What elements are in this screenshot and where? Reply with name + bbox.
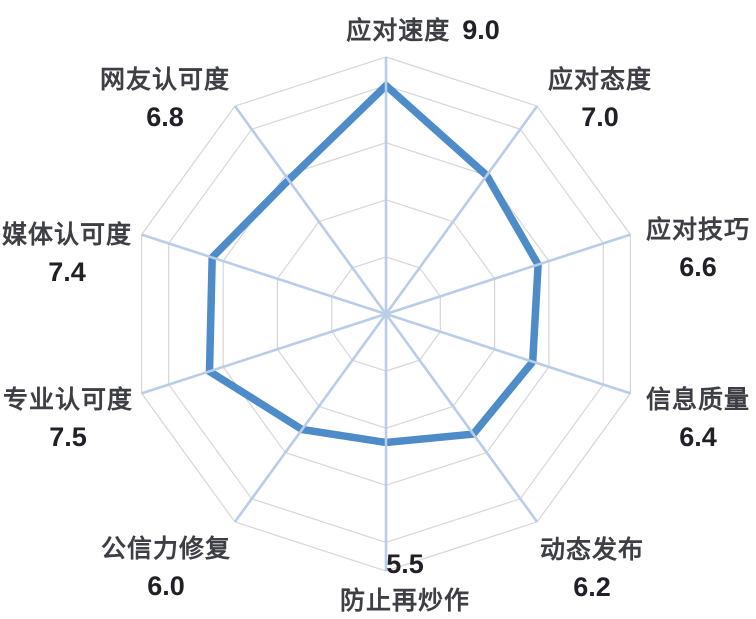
axis-label-9: 网友认可度 6.8 [100,64,230,132]
axis-value-label: 6.4 [679,422,717,452]
axis-value-label: 7.0 [581,102,619,132]
axis-category-label: 网友认可度 [99,66,231,94]
axis-label-1: 应对态度 7.0 [548,64,652,132]
axis-value-label: 7.5 [49,422,87,452]
axis-value-label: 5.5 [386,549,424,579]
axis-spoke [385,312,631,395]
axis-value-label: 9.0 [462,15,500,45]
axis-spoke [385,233,631,316]
axis-category-label: 信息质量 [645,386,751,414]
axis-label-2: 应对技巧 6.6 [646,214,750,282]
axis-category-label: 防止再炒作 [339,587,471,615]
axis-label-0: 应对速度 9.0 [346,14,500,47]
axis-spoke [384,313,539,523]
axis-category-label: 应对速度 [346,17,451,45]
axis-label-4: 动态发布 6.2 [540,534,644,602]
axis-spoke [141,312,387,395]
axis-category-label: 应对态度 [547,66,653,94]
axis-label-5: 5.5 防止再炒作 [340,549,470,617]
axis-label-8: 媒体认可度 7.4 [2,219,132,287]
axis-value-label: 6.6 [679,252,717,282]
axis-value-label: 6.8 [146,102,184,132]
axis-label-7: 专业认可度 7.5 [3,384,133,452]
axis-spoke [233,105,388,315]
axis-category-label: 公信力修复 [100,535,232,563]
axis-spoke [233,313,388,523]
axis-value-label: 6.0 [147,571,185,601]
axis-value-label: 7.4 [48,257,86,287]
axis-label-3: 信息质量 6.4 [646,384,750,452]
axis-value-label: 6.2 [573,572,611,602]
axis-category-label: 应对技巧 [645,216,751,244]
axis-category-label: 动态发布 [539,536,645,564]
axis-spoke [141,233,387,316]
axis-label-6: 公信力修复 6.0 [101,533,231,601]
axis-spoke [384,105,539,315]
axis-category-label: 专业认可度 [2,386,134,414]
axis-category-label: 媒体认可度 [1,221,133,249]
